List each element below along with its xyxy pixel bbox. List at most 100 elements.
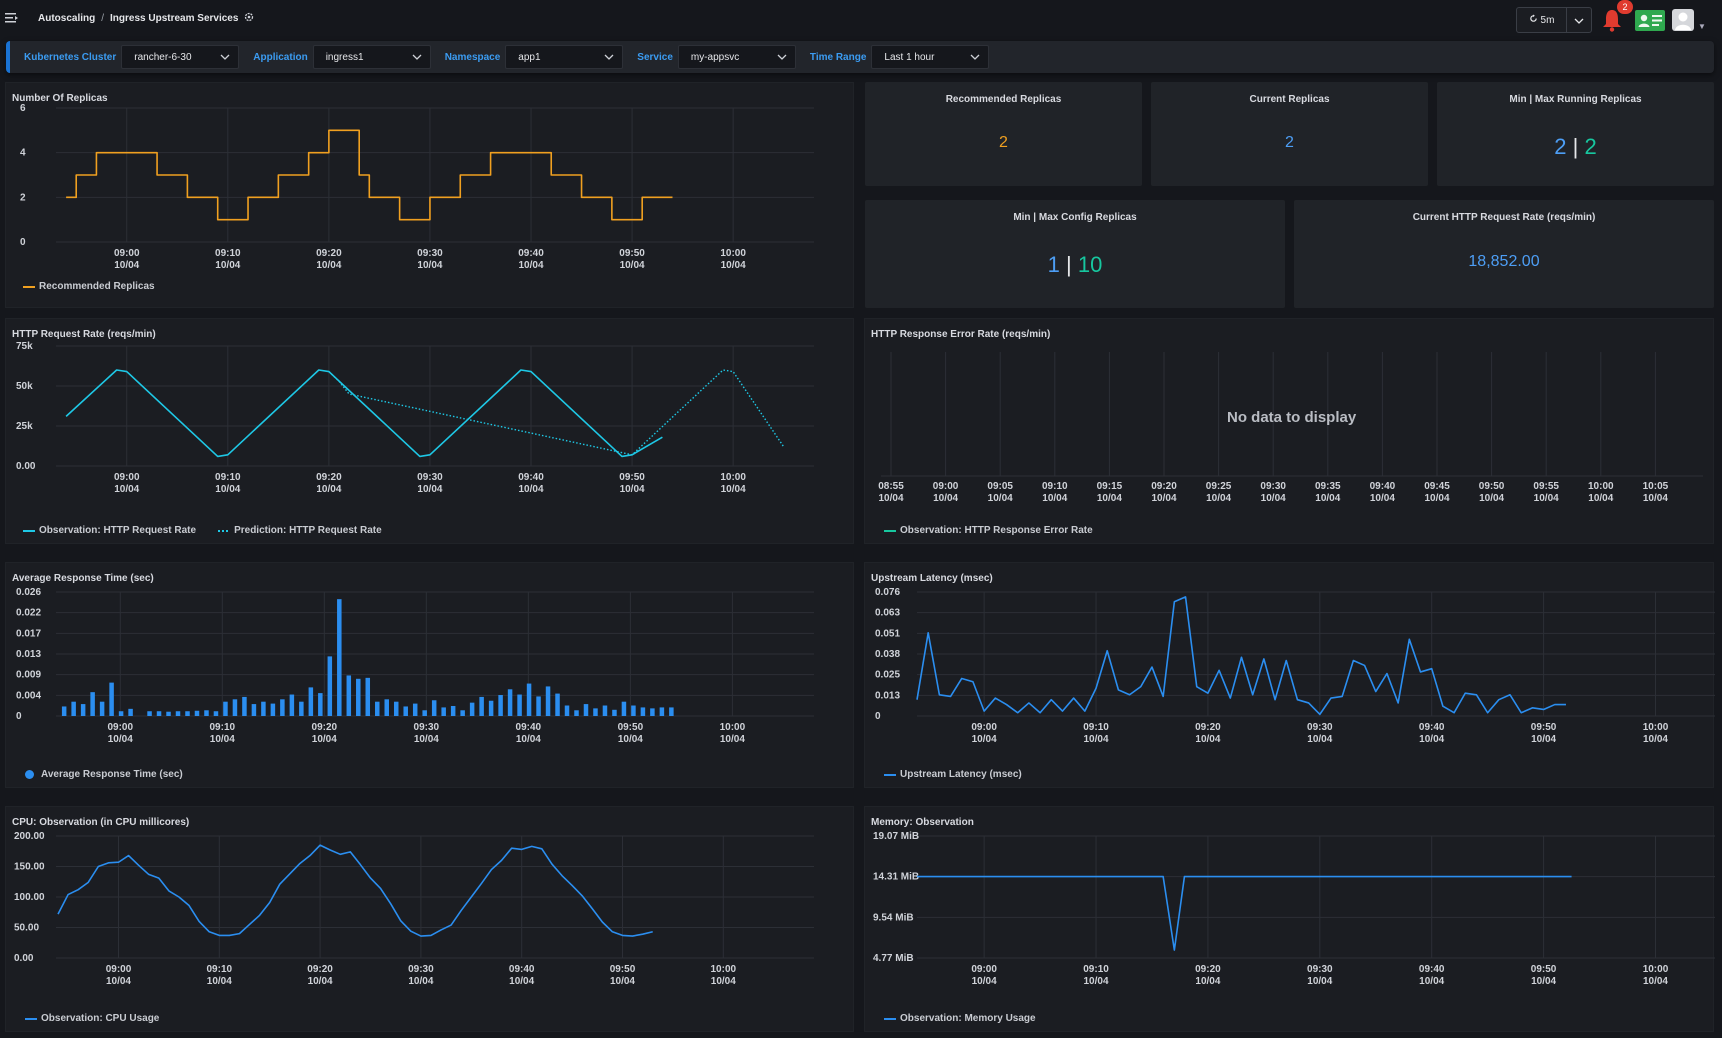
bar	[308, 687, 314, 716]
bar	[270, 703, 276, 716]
refresh-button[interactable]: 5m	[1517, 8, 1567, 32]
legend-swatch	[25, 1017, 37, 1020]
x-tick-label: 09:40	[518, 248, 544, 259]
bar	[526, 683, 532, 716]
running-max: 2	[1584, 134, 1597, 159]
breadcrumb-section[interactable]: Autoscaling	[38, 13, 96, 24]
bar	[80, 704, 86, 716]
latency-chart-title: Upstream Latency (msec)	[871, 573, 993, 584]
service-select[interactable]: my-appsvc	[677, 45, 796, 69]
x-tick-label: 09:00	[933, 481, 959, 492]
bar	[507, 689, 513, 716]
bar	[175, 711, 181, 716]
prediction-line	[328, 369, 785, 456]
x-tick-label: 10/04	[721, 484, 746, 495]
x-tick-label: 09:10	[215, 248, 241, 259]
bar	[621, 701, 627, 716]
legend-label: Observation: CPU Usage	[41, 1013, 160, 1024]
cpu-legend[interactable]: Observation: CPU Usage	[25, 1013, 159, 1024]
x-tick-label: 10/04	[1307, 976, 1332, 987]
y-tick-label: 0.022	[16, 608, 41, 619]
x-tick-label: 10:00	[710, 964, 736, 975]
legend-label-observation[interactable]: Observation: HTTP Request Rate	[39, 525, 197, 536]
x-tick-label: 08:55	[878, 481, 904, 492]
series-line	[65, 369, 663, 458]
memory-legend[interactable]: Observation: Memory Usage	[884, 1013, 1036, 1024]
cpu-chart-title: CPU: Observation (in CPU millicores)	[12, 817, 190, 828]
y-tick-label: 50.00	[14, 923, 39, 934]
bar	[118, 711, 124, 716]
x-tick-label: 09:10	[1083, 722, 1109, 733]
response-time-legend[interactable]: Average Response Time (sec)	[25, 769, 183, 780]
running-separator: |	[1572, 134, 1579, 159]
x-tick-label: 09:45	[1424, 481, 1450, 492]
legend-label-prediction[interactable]: Prediction: HTTP Request Rate	[234, 525, 382, 536]
running-min: 2	[1554, 134, 1567, 159]
time-range-select[interactable]: Last 1 hour	[871, 45, 990, 69]
x-tick-label: 09:40	[509, 964, 535, 975]
y-tick-label: 0.025	[875, 670, 900, 681]
bar	[555, 693, 560, 716]
bar	[318, 693, 323, 716]
y-tick-label: 0.013	[875, 690, 900, 701]
notification-bell-icon[interactable]	[1600, 7, 1624, 33]
x-tick-label: 09:05	[987, 481, 1013, 492]
filter-label-time-range: Time Range	[809, 51, 867, 63]
response-time-chart-panel: Average Response Time (sec) 0 0.004 0.009 0…	[5, 562, 854, 788]
bar	[384, 699, 389, 716]
bar	[450, 705, 456, 716]
y-tick-label: 0.038	[875, 649, 900, 660]
bar	[204, 710, 209, 716]
bar	[517, 694, 522, 716]
x-tick-label: 10:00	[1643, 722, 1669, 733]
user-menu-caret-icon[interactable]: ▼	[1698, 22, 1706, 31]
x-tick-label: 09:00	[971, 722, 997, 733]
refresh-icon	[1529, 14, 1538, 26]
error-rate-legend[interactable]: Observation: HTTP Response Error Rate	[884, 525, 1093, 536]
no-data-message: No data to display	[1227, 409, 1357, 426]
y-tick-label: 0.076	[875, 587, 900, 598]
recommended-replicas-title: Recommended Replicas	[945, 94, 1062, 105]
replicas-legend[interactable]: Recommended Replicas	[23, 281, 155, 292]
x-tick-label: 10/04	[1084, 734, 1109, 745]
x-tick-label: 10/04	[878, 493, 903, 504]
latency-legend[interactable]: Upstream Latency (msec)	[884, 769, 1022, 780]
x-tick-label: 10/04	[720, 734, 745, 745]
config-replicas-title: Min | Max Config Replicas	[1013, 212, 1137, 223]
x-tick-label: 10/04	[1424, 493, 1449, 504]
x-tick-label: 09:10	[1042, 481, 1068, 492]
breadcrumb: Autoscaling / Ingress Upstream Services	[38, 12, 254, 25]
namespace-select[interactable]: app1	[505, 45, 624, 69]
user-avatar-icon[interactable]	[1672, 9, 1694, 31]
menu-icon[interactable]	[4, 10, 20, 26]
refresh-dropdown[interactable]	[1567, 8, 1591, 32]
x-tick-label: 10/04	[308, 976, 333, 987]
x-tick-label: 10/04	[1195, 734, 1220, 745]
application-select[interactable]: ingress1	[312, 45, 431, 69]
legend-swatch	[884, 773, 896, 776]
x-tick-label: 10/04	[933, 493, 958, 504]
x-tick-label: 10/04	[972, 976, 997, 987]
current-replicas-card: Current Replicas 2	[1151, 82, 1428, 186]
chevron-down-icon	[604, 52, 614, 63]
cluster-select[interactable]: rancher-6-30	[121, 45, 240, 69]
y-tick-label: 0.004	[16, 690, 41, 701]
x-tick-label: 09:50	[1479, 481, 1505, 492]
bar	[299, 701, 304, 716]
response-time-chart-title: Average Response Time (sec)	[12, 573, 154, 584]
bar	[469, 702, 475, 716]
http-rate-card: Current HTTP Request Rate (reqs/min) 18,…	[1294, 200, 1714, 308]
x-tick-label: 09:20	[316, 248, 342, 259]
filter-label-namespace: Namespace	[444, 51, 501, 63]
x-tick-label: 10:00	[1588, 481, 1614, 492]
running-replicas-value: 2 | 2	[1437, 134, 1714, 160]
id-card-icon[interactable]	[1635, 10, 1665, 31]
series-line	[57, 844, 653, 937]
settings-icon[interactable]	[244, 12, 254, 25]
bar	[213, 711, 219, 716]
x-tick-label: 09:15	[1097, 481, 1123, 492]
bar	[498, 695, 503, 716]
replicas-chart-panel: Number Of Replicas 0 2 4 6 09:00 10/04 09:10 10…	[5, 82, 854, 308]
x-tick-label: 10/04	[1370, 493, 1395, 504]
x-tick-label: 10/04	[1534, 493, 1559, 504]
